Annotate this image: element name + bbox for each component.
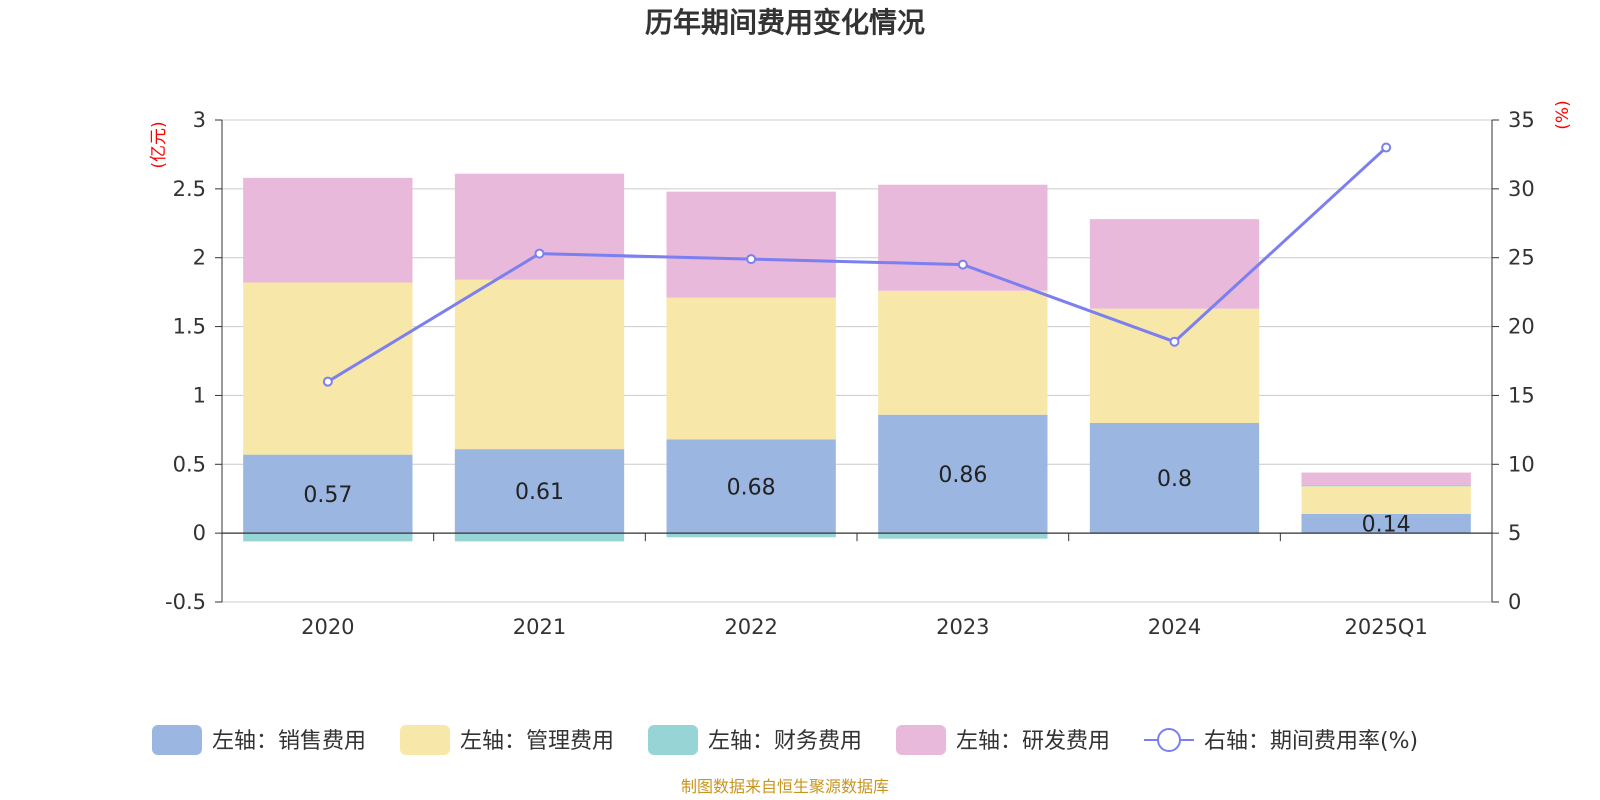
left-axis-unit: (亿元) (149, 121, 169, 168)
bar-3-2025Q1 (1301, 484, 1471, 487)
bar-1-2025Q1 (1301, 513, 1471, 534)
bar-1-2023 (878, 414, 1048, 534)
right-axis-tick-label: 10 (1508, 452, 1535, 476)
rate-point-2021 (534, 248, 545, 259)
right-axis-tick-label: 5 (1508, 521, 1521, 545)
data-label: 0.8 (1157, 467, 1192, 492)
right-axis-tick-label: 0 (1508, 590, 1521, 614)
bar-4-2021 (454, 173, 625, 280)
rate-point-2024 (1169, 336, 1180, 347)
bar-3-2022 (666, 533, 836, 538)
bar-1-2020 (243, 454, 413, 534)
bar-4-2025Q1 (1301, 472, 1471, 485)
bar-4-2023 (878, 184, 1048, 291)
bar-3-2023 (878, 533, 1048, 539)
legend-label-2: 左轴：管理费用 (460, 729, 614, 754)
legend-label-4: 左轴：研发费用 (956, 729, 1110, 754)
bar-2-2023 (878, 290, 1048, 415)
bar-3-2021 (454, 533, 625, 542)
bar-2-2020 (243, 282, 413, 455)
data-label: 0.57 (303, 483, 352, 508)
bar-1-2024 (1089, 422, 1260, 534)
right-axis-tick-label: 20 (1508, 315, 1535, 339)
legend-swatch-4 (896, 725, 946, 755)
left-axis-tick-label: -0.5 (165, 590, 206, 614)
right-axis-unit: (%) (1553, 100, 1573, 129)
bar-2-2025Q1 (1301, 486, 1471, 514)
legend: 左轴：销售费用 左轴：管理费用 左轴：财务费用 左轴：研发费用 右轴：期间费用率(%) (152, 725, 1418, 755)
x-axis-tick-label: 2020 (301, 615, 354, 639)
data-label: 0.61 (515, 480, 564, 505)
chart-title: 历年期间费用变化情况 (645, 6, 925, 39)
legend-circle-icon (1157, 728, 1181, 752)
bar-1-2021 (454, 449, 625, 534)
right-axis-tick-label: 35 (1508, 108, 1535, 132)
left-axis-tick-label: 0 (193, 521, 206, 545)
left-axis-tick-label: 3 (193, 108, 206, 132)
legend-swatch-3 (648, 725, 698, 755)
left-axis-tick-label: 0.5 (173, 452, 206, 476)
bar-4-2020 (243, 177, 413, 283)
left-axis-tick-label: 2 (193, 246, 206, 270)
line-series (322, 142, 1392, 387)
right-axis-tick-label: 30 (1508, 177, 1535, 201)
source-note: 制图数据来自恒生聚源数据库 (681, 777, 889, 796)
bar-4-2022 (666, 191, 836, 298)
rate-point-2020 (322, 376, 333, 387)
rate-line (327, 146, 1388, 383)
legend-label-5: 右轴：期间费用率(%) (1204, 729, 1418, 754)
bar-2-2022 (666, 297, 836, 440)
legend-swatch-1 (152, 725, 202, 755)
legend-label-3: 左轴：财务费用 (708, 729, 862, 754)
left-axis-tick-label: 1 (193, 383, 206, 407)
x-axis-tick-label: 2021 (513, 615, 566, 639)
axes: 3 2.5 2 1.5 1 0.5 0 -0.5 35 30 25 20 15 10 5 0 2020 2021 2… (165, 108, 1535, 639)
bar-2-2024 (1089, 308, 1260, 423)
bar-4-2024 (1089, 219, 1260, 309)
x-axis-tick-label: 2023 (936, 615, 989, 639)
bar-2-2021 (454, 279, 625, 450)
rate-point-2025Q1 (1381, 142, 1392, 153)
right-axis-tick-label: 15 (1508, 383, 1535, 407)
x-axis-tick-label: 2024 (1148, 615, 1201, 639)
data-label: 0.86 (938, 463, 987, 488)
bar-3-2020 (243, 533, 413, 542)
rate-point-2022 (746, 254, 757, 265)
left-axis-tick-label: 1.5 (173, 315, 206, 339)
legend-swatch-2 (400, 725, 450, 755)
data-label: 0.14 (1362, 513, 1411, 538)
data-label: 0.68 (727, 475, 776, 500)
legend-label-1: 左轴：销售费用 (212, 729, 366, 754)
x-axis-tick-label: 2025Q1 (1344, 615, 1427, 639)
left-axis-tick-label: 2.5 (173, 177, 206, 201)
x-axis-tick-label: 2022 (724, 615, 777, 639)
rate-point-2023 (957, 259, 968, 270)
right-axis-tick-label: 25 (1508, 246, 1535, 270)
bars (243, 173, 1471, 542)
data-labels: 0.57 0.61 0.68 0.86 0.8 0.14 (303, 463, 1410, 538)
bar-1-2022 (666, 439, 836, 534)
